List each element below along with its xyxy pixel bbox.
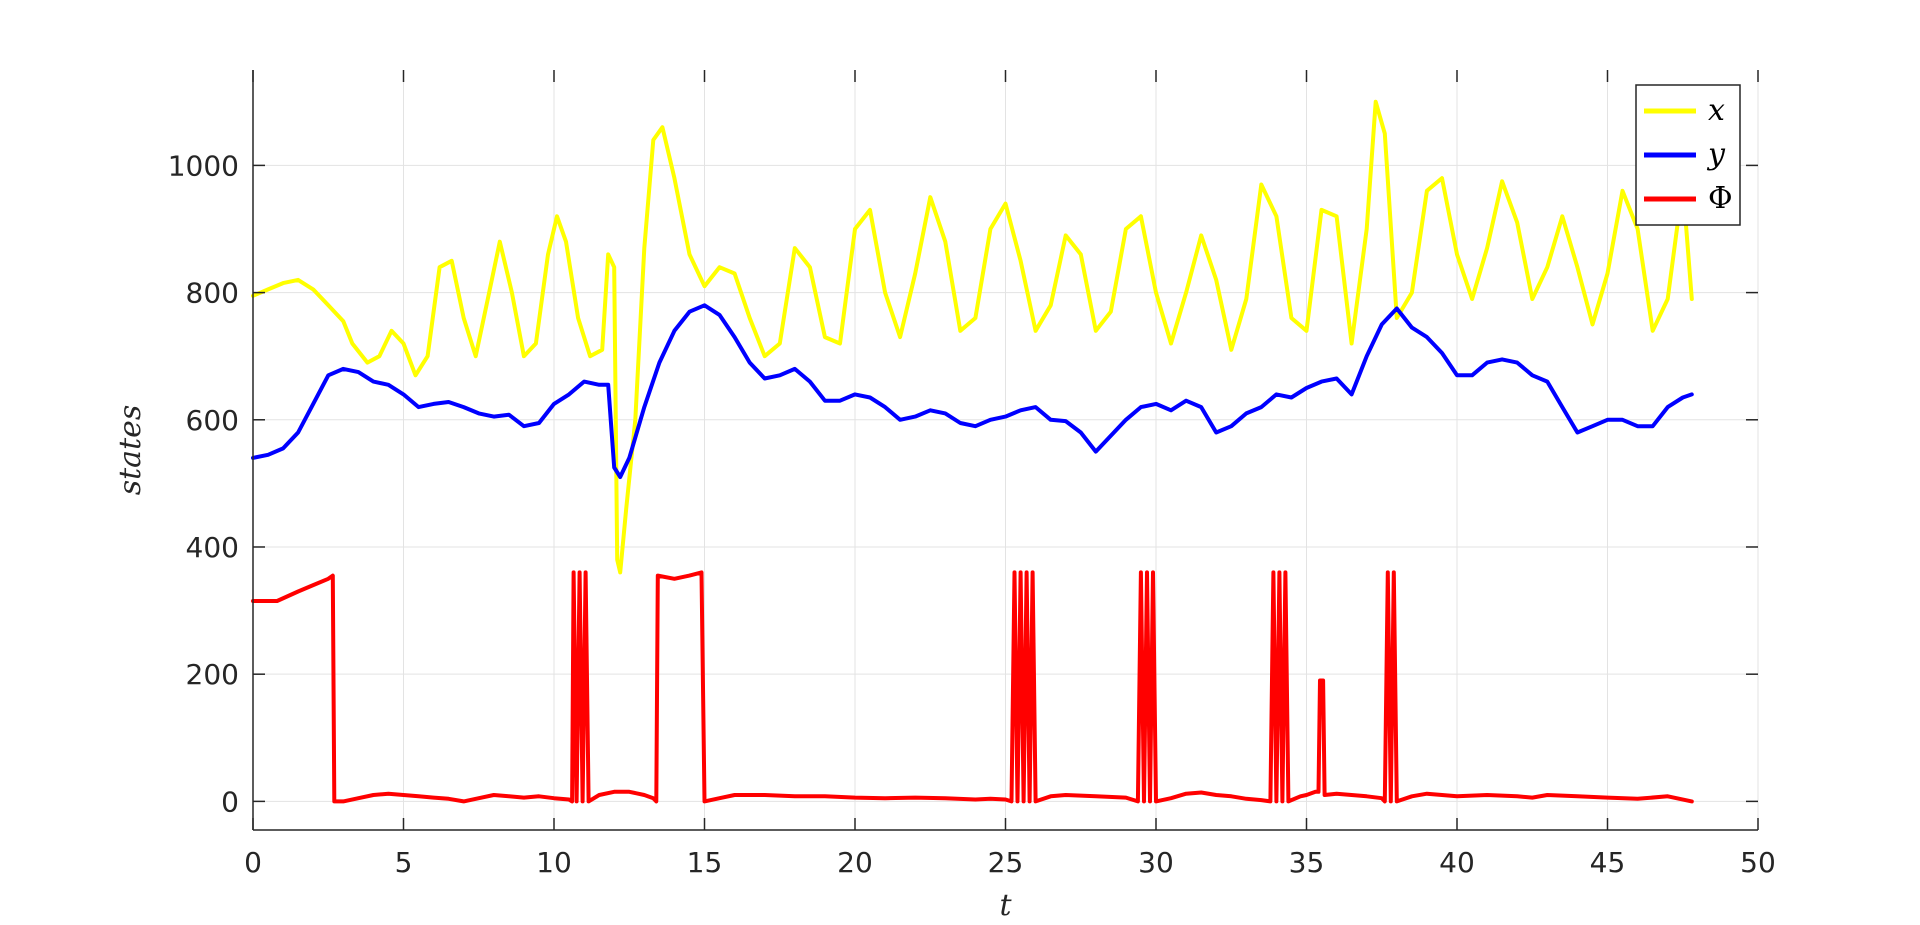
legend-label: Φ (1708, 181, 1733, 216)
axes (252, 70, 1759, 831)
legend-label: y (1706, 137, 1726, 172)
tick-labels: 0 5 10 15 20 25 30 35 40 45 50 0 200 400 600 800 1000 (168, 149, 1776, 879)
x-tick-label: 5 (395, 846, 413, 879)
y-tick-label: 1000 (168, 149, 239, 182)
x-tick-label: 10 (536, 846, 572, 879)
x-tick-label: 50 (1740, 846, 1776, 879)
y-axis-label: states (113, 405, 148, 496)
x-tick-label: 35 (1289, 846, 1325, 879)
series-line-1 (251, 99, 1694, 575)
y-tick-label: 200 (186, 658, 239, 691)
y-tick-label: 400 (186, 531, 239, 564)
series-line-3 (251, 570, 1694, 804)
series-line-2 (251, 303, 1694, 479)
legend: xyΦ (1635, 84, 1741, 226)
y-tick-label: 600 (186, 404, 239, 437)
x-tick-label: 45 (1590, 846, 1626, 879)
x-tick-label: 15 (687, 846, 723, 879)
x-tick-label: 0 (244, 846, 262, 879)
grid-lines (252, 70, 1759, 830)
legend-label: x (1708, 93, 1725, 128)
x-tick-label: 40 (1439, 846, 1475, 879)
y-tick-label: 800 (186, 277, 239, 310)
x-axis-label: t (999, 888, 1012, 923)
x-tick-label: 30 (1138, 846, 1174, 879)
x-tick-label: 25 (988, 846, 1024, 879)
y-tick-label: 0 (221, 785, 239, 818)
series-layer (251, 99, 1694, 804)
x-tick-label: 20 (837, 846, 873, 879)
